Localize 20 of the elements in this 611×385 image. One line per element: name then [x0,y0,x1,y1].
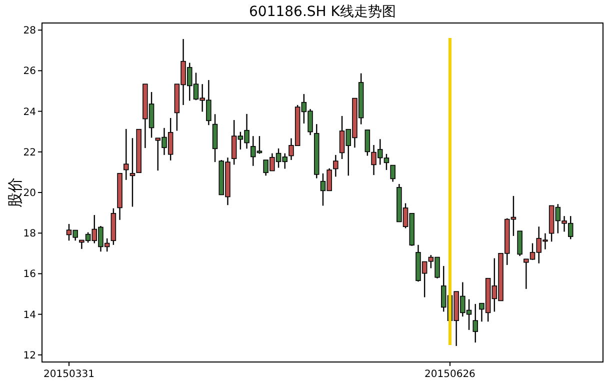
candlestick [130,138,136,208]
x-tick-label: 20150626 [424,369,476,380]
y-tick-label: 26 [23,66,36,78]
y-tick-label: 14 [23,310,36,321]
candlestick [472,303,478,344]
y-tick-label: 28 [23,26,36,37]
candlestick [333,154,338,178]
candlestick [390,164,396,182]
candlestick [124,128,129,181]
x-tick-label: 20150331 [44,369,94,380]
y-tick-label: 16 [23,269,36,280]
y-tick-label: 18 [23,228,36,240]
candlestick [517,230,522,257]
y-axis-title: 股价 [6,178,24,208]
y-tick-label: 20 [23,188,36,199]
candlestick [364,129,370,156]
y-tick-label: 24 [23,106,36,118]
y-tick-label: 12 [23,350,36,362]
y-tick-label: 22 [23,147,36,158]
chart-title: 601186.SH K线走势图 [249,4,396,20]
